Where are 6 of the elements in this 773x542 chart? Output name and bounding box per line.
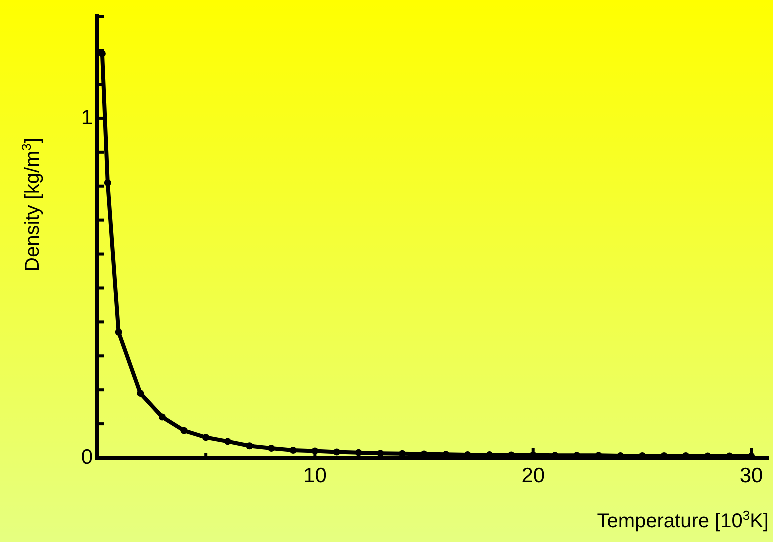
y-tick-label: 1 <box>81 106 93 130</box>
x-tick-label: 30 <box>740 464 764 488</box>
x-axis-title: Temperature [10$^{3}$K] <box>597 508 769 534</box>
y-tick-label: 0 <box>81 446 93 469</box>
x-tick-label: 20 <box>522 464 546 488</box>
x-tick-label: 10 <box>304 464 327 488</box>
